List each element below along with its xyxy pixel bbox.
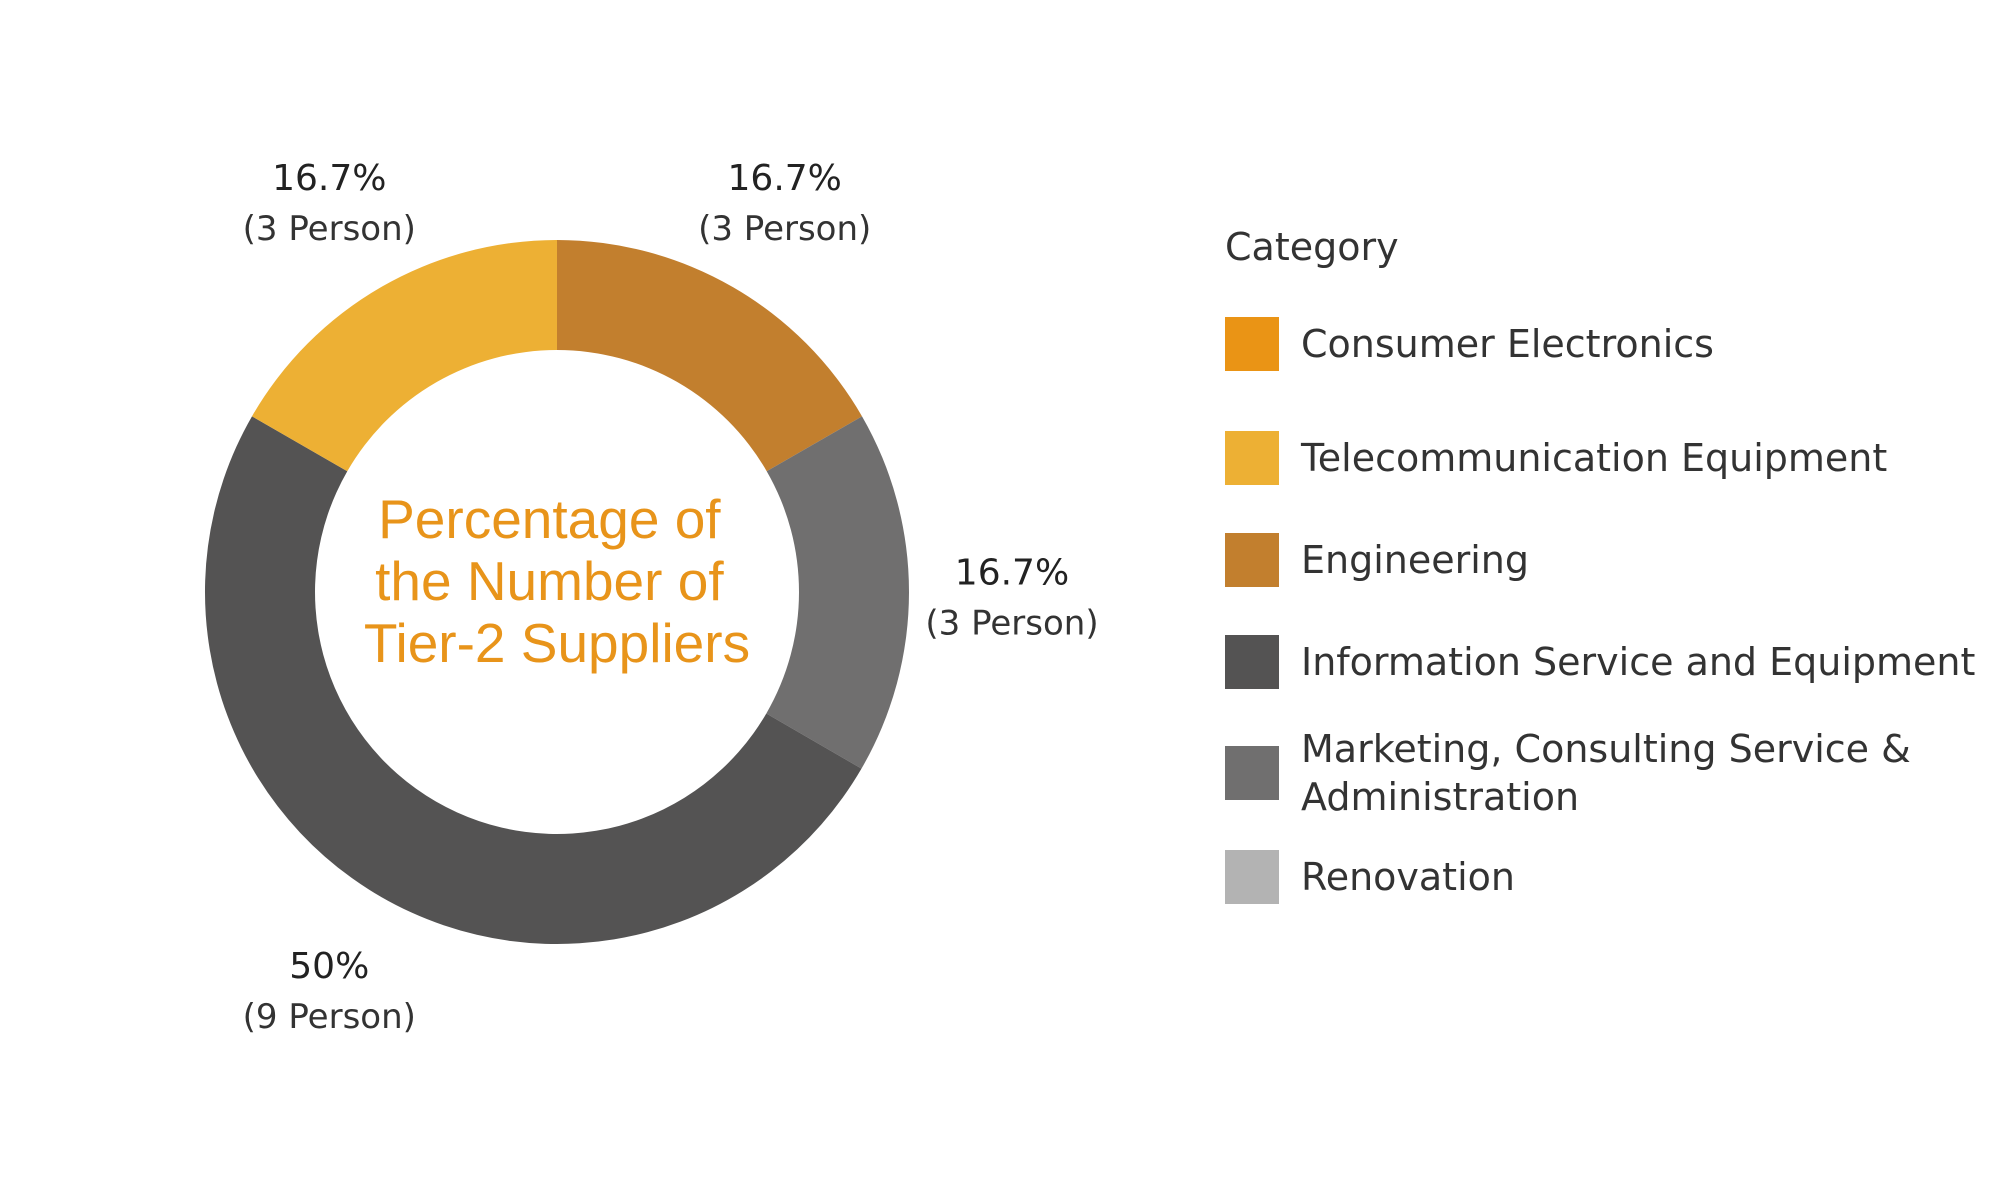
legend-label: Engineering (1301, 538, 1529, 582)
slice-percent-label: 16.7% (728, 158, 842, 199)
legend-label: Information Service and Equipment (1301, 640, 1976, 684)
slice-marketing-consulting-service-administration (766, 416, 910, 769)
donut-chart: 16.7% (3 Person) 16.7% (3 Person) 50% (9 Pers… (204, 158, 1099, 1037)
center-title-line-2: the Number of (375, 550, 724, 612)
legend-label: Renovation (1301, 855, 1515, 899)
legend-item: Information Service and Equipment (1225, 635, 1975, 689)
donut-slices (204, 240, 910, 945)
legend-item: Engineering (1225, 533, 1529, 587)
legend-swatch (1225, 533, 1279, 587)
legend-swatch (1225, 746, 1279, 800)
slice-engineering (557, 240, 863, 472)
slice-telecommunication-equipment (251, 240, 557, 472)
legend-swatch (1225, 317, 1279, 371)
legend-swatch (1225, 431, 1279, 485)
slice-labels: 16.7% (3 Person) 16.7% (3 Person) 50% (9 Pers… (243, 158, 1099, 1037)
center-title-line-3: Tier-2 Suppliers (364, 612, 750, 674)
center-title-line-1: Percentage of (378, 488, 721, 550)
slice-count-label: (3 Person) (698, 209, 871, 249)
legend-label: Telecommunication Equipment (1301, 436, 1888, 480)
slice-percent-label: 16.7% (955, 553, 1069, 594)
legend-item: Renovation (1225, 850, 1515, 904)
legend-swatch (1225, 635, 1279, 689)
slice-percent-label: 16.7% (272, 158, 386, 199)
slice-count-label: (9 Person) (243, 997, 416, 1037)
legend-label: Marketing, Consulting Service & Administ… (1301, 727, 1911, 819)
legend-item: Marketing, Consulting Service & Administ… (1225, 725, 1991, 821)
legend-swatch (1225, 850, 1279, 904)
center-title: Percentage of the Number of Tier-2 Suppl… (364, 488, 750, 674)
legend: Category Consumer Electronics Telecommuni… (1225, 225, 1995, 904)
legend-item: Telecommunication Equipment (1225, 431, 1887, 485)
slice-percent-label: 50% (289, 946, 369, 987)
legend-label: Consumer Electronics (1301, 322, 1714, 366)
slice-count-label: (3 Person) (925, 604, 1098, 644)
legend-item: Consumer Electronics (1225, 317, 1714, 371)
slice-information-service-and-equipment (204, 416, 862, 945)
slice-count-label: (3 Person) (243, 209, 416, 249)
legend-title: Category (1225, 225, 1399, 269)
